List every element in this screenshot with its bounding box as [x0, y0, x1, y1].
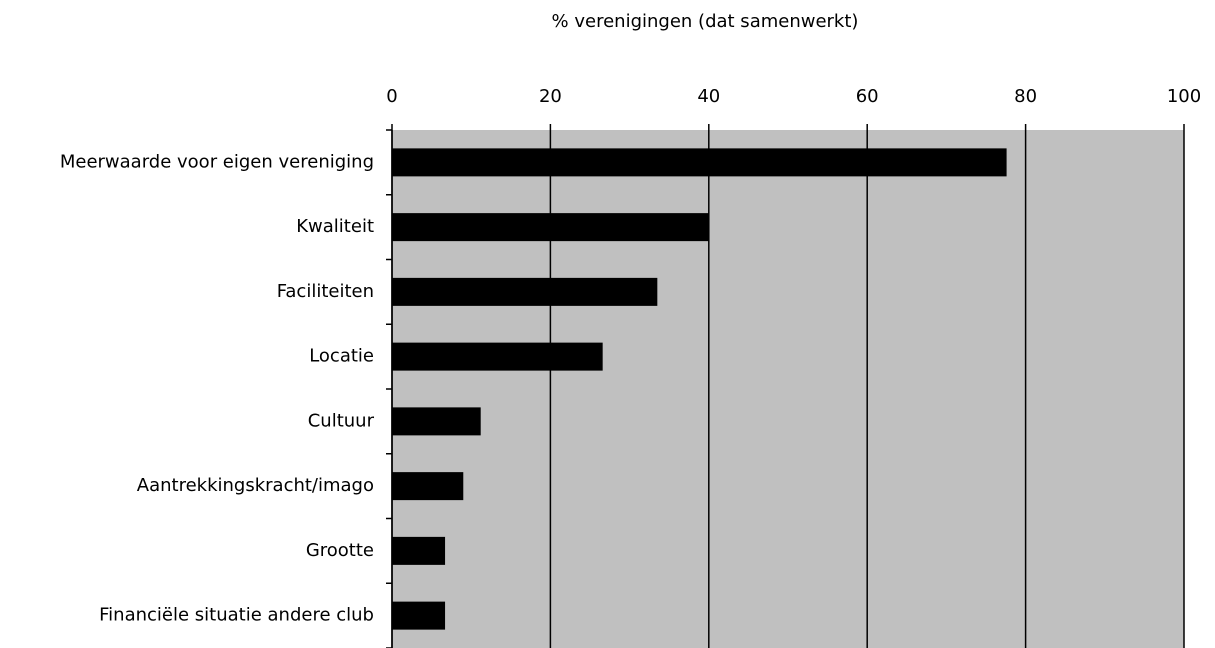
y-tick-label: Aantrekkingskracht/imago — [137, 475, 374, 496]
y-tick-label: Cultuur — [308, 410, 375, 431]
bar — [392, 407, 481, 436]
bar — [392, 342, 603, 371]
x-tick-label: 80 — [1014, 86, 1037, 107]
x-tick-label: 100 — [1167, 86, 1201, 107]
bar — [392, 213, 709, 242]
x-tick-label: 40 — [697, 86, 720, 107]
y-tick-label: Grootte — [306, 540, 374, 561]
x-tick-label: 60 — [856, 86, 879, 107]
plot-area — [392, 130, 1184, 648]
bar — [392, 472, 464, 501]
bar — [392, 536, 446, 565]
y-tick-label: Meerwaarde voor eigen vereniging — [60, 151, 374, 172]
y-tick-label: Faciliteiten — [277, 281, 374, 302]
y-tick-label: Financiële situatie andere club — [99, 605, 374, 626]
bar — [392, 148, 1007, 177]
y-tick-label: Kwaliteit — [296, 216, 374, 237]
x-axis-label: % verenigingen (dat samenwerkt) — [552, 11, 859, 32]
bar — [392, 601, 446, 630]
y-tick-label: Locatie — [309, 346, 374, 367]
bar — [392, 277, 658, 306]
x-tick-label: 0 — [386, 86, 397, 107]
x-tick-label: 20 — [539, 86, 562, 107]
